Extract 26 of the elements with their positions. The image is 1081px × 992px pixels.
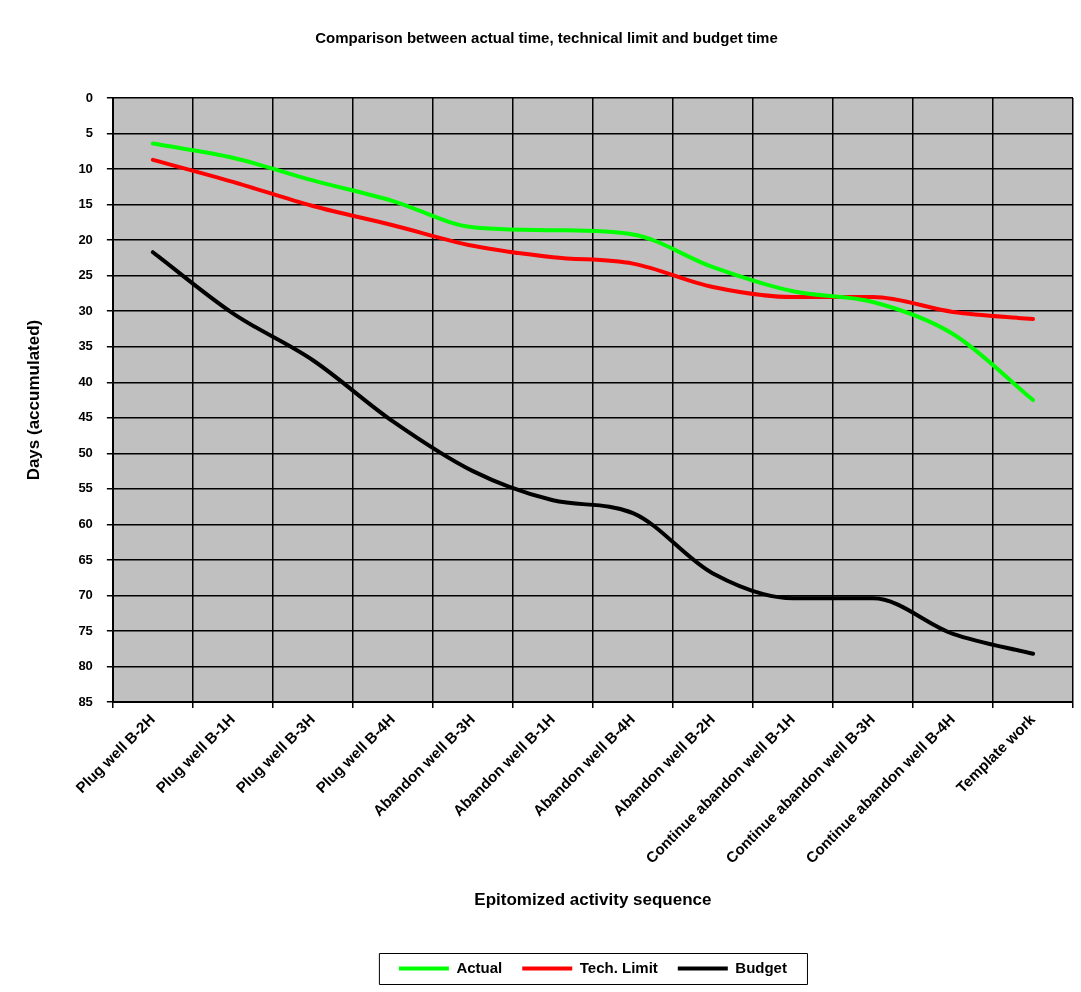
y-tick-label: 85 [78, 693, 93, 709]
y-axis-title: Days (accumulated) [23, 319, 43, 481]
y-tick-label: 45 [78, 409, 93, 425]
y-tick-label: 30 [78, 302, 93, 318]
x-axis-title: Epitomized activity sequence [474, 890, 712, 910]
y-tick-label: 40 [78, 373, 93, 389]
y-tick-label: 35 [78, 338, 93, 354]
y-tick-label: 75 [78, 622, 93, 638]
y-tick-label: 65 [78, 551, 93, 567]
y-tick-label: 55 [78, 480, 93, 496]
legend-label: Actual [456, 958, 503, 976]
y-tick-label: 60 [78, 516, 93, 531]
y-tick-label: 25 [78, 267, 93, 283]
y-tick-label: 10 [78, 160, 93, 176]
y-tick-label: 70 [78, 587, 93, 603]
legend-label: Tech. Limit [579, 958, 658, 976]
y-tick-label: 80 [78, 658, 93, 674]
chart-title: Comparison between actual time, technical limit and budget time [315, 29, 778, 47]
line-series [150, 157, 1035, 322]
y-tick-label: 5 [85, 125, 93, 141]
legend-label: Budget [735, 958, 787, 976]
y-tick-label: 20 [78, 231, 93, 247]
line-series [150, 141, 1035, 403]
y-tick-label: 0 [85, 89, 93, 105]
y-tick-label: 50 [78, 444, 93, 460]
y-tick-label: 15 [78, 196, 93, 212]
